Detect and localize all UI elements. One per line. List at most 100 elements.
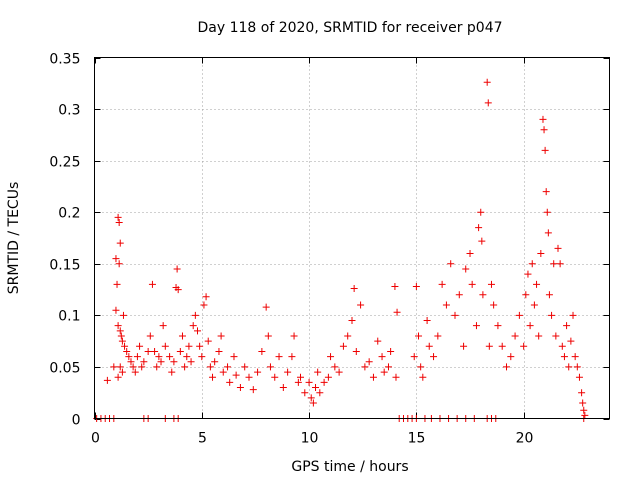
data-point (540, 126, 548, 134)
data-point (320, 378, 328, 386)
data-point (236, 384, 244, 392)
data-point (202, 293, 210, 301)
data-point (542, 188, 550, 196)
data-point (483, 78, 491, 86)
data-point (571, 353, 579, 361)
data-point (116, 363, 124, 371)
data-point (173, 265, 181, 273)
data-point (485, 342, 493, 350)
data-point (191, 311, 199, 319)
data-point (258, 347, 266, 355)
data-point (533, 280, 541, 288)
data-point (151, 347, 159, 355)
data-point (462, 265, 470, 273)
data-point (327, 353, 335, 361)
data-point (344, 332, 352, 340)
data-point (117, 332, 125, 340)
x-tick-label: 5 (198, 431, 207, 447)
y-tick-label: 0.1 (58, 309, 80, 325)
data-point (410, 353, 418, 361)
data-point (271, 373, 279, 381)
data-point (537, 249, 545, 257)
chart-title: Day 118 of 2020, SRMTID for receiver p04… (197, 20, 502, 36)
data-point (575, 373, 583, 381)
data-point (544, 229, 552, 237)
data-point (524, 270, 532, 278)
data-point (484, 99, 492, 107)
data-point (127, 358, 135, 366)
data-point (245, 373, 253, 381)
data-point (539, 115, 547, 123)
data-point (494, 322, 502, 330)
data-point (387, 347, 395, 355)
data-point (161, 342, 169, 350)
data-point (455, 291, 463, 299)
data-point (284, 368, 292, 376)
data-point (232, 371, 240, 379)
data-point (103, 376, 111, 384)
data-point (522, 291, 530, 299)
data-point (131, 368, 139, 376)
data-point (490, 301, 498, 309)
data-point (460, 342, 468, 350)
data-point (554, 244, 562, 252)
data-point (241, 363, 249, 371)
data-point (438, 280, 446, 288)
data-point (417, 363, 425, 371)
data-point (114, 373, 122, 381)
data-point (125, 353, 133, 361)
data-point (215, 347, 223, 355)
data-point (331, 363, 339, 371)
data-point (230, 353, 238, 361)
data-point (200, 301, 208, 309)
data-point (393, 308, 401, 316)
y-tick-label: 0 (72, 413, 81, 429)
axis-ticks: 0 0.05 0.1 0.15 0.2 0.25 0.3 0.35 0 5 10 15 20 (49, 52, 610, 447)
y-tick-label: 0.25 (49, 155, 80, 171)
data-point (573, 363, 581, 371)
data-point (262, 303, 270, 311)
data-point (189, 322, 197, 330)
data-point (275, 353, 283, 361)
data-point (155, 353, 163, 361)
data-point (434, 332, 442, 340)
data-point (305, 378, 313, 386)
data-point (224, 363, 232, 371)
data-point (442, 301, 450, 309)
data-point (297, 373, 304, 381)
data-point (430, 353, 438, 361)
data-point (157, 358, 165, 366)
data-point (217, 332, 225, 340)
data-point (112, 255, 120, 263)
data-point (121, 342, 129, 350)
data-point (558, 342, 566, 350)
data-point (466, 249, 474, 257)
data-point (451, 311, 459, 319)
data-point (119, 311, 127, 319)
data-point (503, 363, 510, 371)
data-point (472, 322, 480, 330)
data-point (114, 213, 122, 221)
data-point (116, 239, 124, 247)
data-point (219, 368, 227, 376)
x-tick-label: 20 (516, 431, 534, 447)
data-point (556, 260, 564, 268)
data-point (148, 280, 156, 288)
data-point (425, 342, 433, 350)
data-point (264, 332, 272, 340)
data-point (423, 317, 431, 325)
data-point (116, 327, 124, 335)
data-point (565, 363, 573, 371)
data-point (133, 353, 141, 361)
y-tick-label: 0.2 (58, 206, 80, 222)
data-point (478, 237, 486, 245)
data-point (545, 291, 553, 299)
data-point (290, 332, 298, 340)
data-point (183, 353, 191, 361)
x-tick-label: 15 (408, 431, 426, 447)
data-point (350, 285, 358, 293)
data-point (153, 363, 161, 371)
data-point (294, 378, 302, 386)
data-point (567, 337, 575, 345)
data-point (115, 260, 123, 268)
